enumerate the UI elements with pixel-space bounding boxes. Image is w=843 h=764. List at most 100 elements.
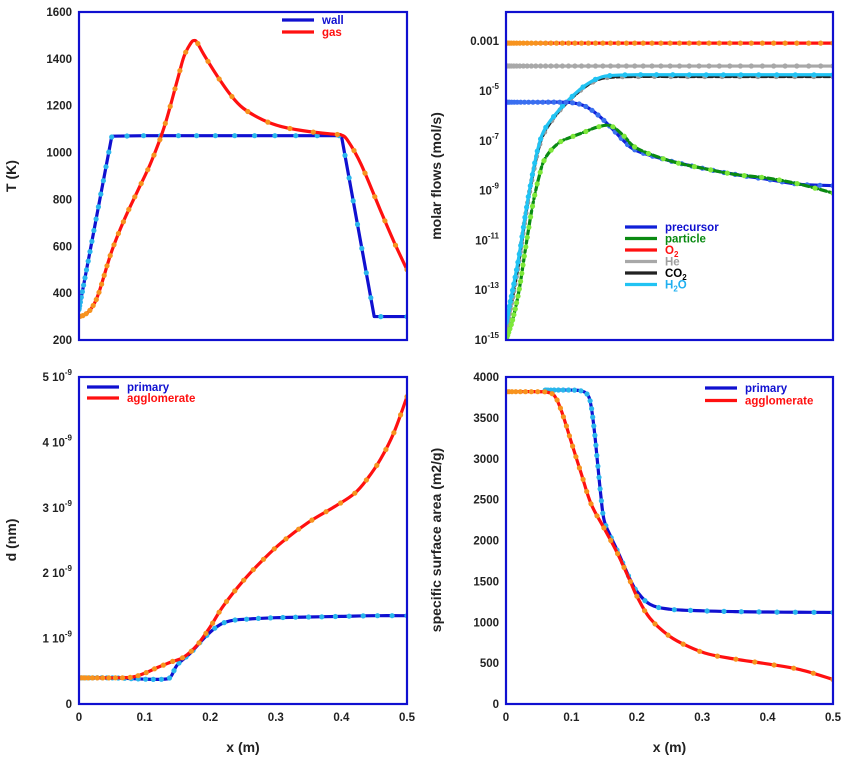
- data-point: [592, 40, 599, 46]
- data-point: [594, 452, 600, 459]
- data-point: [649, 63, 655, 69]
- legend-label: wall: [321, 15, 344, 27]
- data-point: [584, 391, 590, 397]
- data-point: [521, 99, 528, 105]
- data-point: [517, 389, 523, 395]
- legend-item-particle: particle: [625, 234, 706, 246]
- data-point: [615, 40, 621, 46]
- y-tick-label: 10-5: [479, 82, 499, 98]
- data-point: [580, 476, 586, 482]
- data-point: [522, 389, 529, 395]
- data-point: [382, 218, 388, 224]
- data-point: [135, 673, 141, 679]
- data-point: [598, 498, 605, 504]
- data-point: [127, 674, 133, 681]
- data-point: [548, 63, 554, 69]
- data-point: [293, 614, 299, 620]
- data-point: [782, 63, 788, 69]
- data-point: [533, 40, 539, 46]
- y-tick-label: 0: [493, 699, 499, 711]
- data-point: [520, 262, 526, 268]
- data-point: [223, 598, 230, 605]
- data-point: [85, 258, 91, 264]
- data-point: [600, 40, 606, 46]
- data-point: [724, 170, 730, 176]
- data-point: [570, 133, 576, 139]
- data-point: [670, 72, 676, 78]
- data-point: [540, 99, 546, 105]
- x-tick-label: 0.3: [268, 712, 284, 724]
- data-point: [686, 63, 692, 69]
- data-point: [296, 526, 302, 532]
- data-point: [792, 609, 798, 615]
- data-point: [183, 49, 189, 55]
- data-point: [95, 204, 101, 210]
- y-tick-label: 1000: [46, 148, 72, 160]
- data-point: [107, 253, 113, 259]
- data-point: [87, 307, 93, 313]
- data-point: [323, 509, 329, 515]
- y-tick-label: 3000: [473, 454, 499, 466]
- data-point: [372, 194, 378, 200]
- data-point: [283, 536, 289, 542]
- data-point: [346, 613, 352, 619]
- data-point: [119, 675, 126, 681]
- data-point: [196, 640, 202, 646]
- data-point: [526, 224, 532, 230]
- data-point: [738, 609, 744, 615]
- data-point: [806, 40, 812, 46]
- data-point: [548, 40, 554, 46]
- data-point: [112, 675, 118, 681]
- data-point: [621, 564, 627, 571]
- y-tick-label: 5 10-9: [42, 368, 72, 384]
- data-point: [151, 666, 158, 672]
- data-point: [293, 133, 299, 139]
- data-point: [741, 173, 747, 179]
- data-point: [124, 133, 130, 139]
- data-point: [260, 556, 267, 562]
- data-point: [601, 525, 607, 531]
- data-point: [776, 177, 782, 183]
- data-point: [632, 40, 638, 46]
- data-point: [537, 169, 543, 175]
- data-point: [534, 148, 540, 154]
- data-point: [782, 40, 788, 46]
- data-point: [374, 462, 380, 468]
- x-tick-label: 0.4: [760, 712, 777, 724]
- series-agglomerate-markers: [506, 389, 833, 683]
- data-point: [660, 156, 666, 162]
- series-o2-markers: [506, 40, 833, 46]
- y-tick-label: 1200: [46, 101, 72, 113]
- legend-label: O2: [665, 245, 679, 259]
- data-point: [560, 414, 567, 420]
- data-point: [132, 194, 138, 200]
- data-point: [267, 615, 274, 621]
- legend-label: CO2: [665, 268, 687, 282]
- x-tick-label: 0: [76, 712, 82, 724]
- data-point: [389, 613, 395, 619]
- data-point: [334, 131, 340, 138]
- data-point: [810, 670, 816, 676]
- data-point: [737, 40, 744, 46]
- data-point: [532, 160, 538, 166]
- plot-frame: [77, 10, 409, 342]
- data-point: [332, 613, 338, 620]
- data-point: [177, 68, 183, 74]
- x-tick-label: 0.1: [563, 712, 580, 724]
- data-point: [645, 150, 652, 157]
- data-point: [319, 614, 325, 620]
- legend-item-he: He: [625, 257, 680, 269]
- data-point: [535, 99, 541, 105]
- data-point: [774, 609, 780, 615]
- data-point: [589, 107, 595, 113]
- y-tick-labels: 0 500 1000 1500 2000 2500 3000 3500 4000: [473, 372, 499, 711]
- data-point: [517, 40, 523, 46]
- data-point: [590, 414, 596, 420]
- x-axis-label: x (m): [653, 739, 686, 755]
- data-point: [143, 670, 149, 676]
- data-point: [287, 125, 293, 132]
- data-point: [595, 463, 601, 469]
- legend-item-gas: gas: [282, 27, 342, 39]
- data-point: [151, 152, 157, 158]
- data-point: [585, 40, 592, 46]
